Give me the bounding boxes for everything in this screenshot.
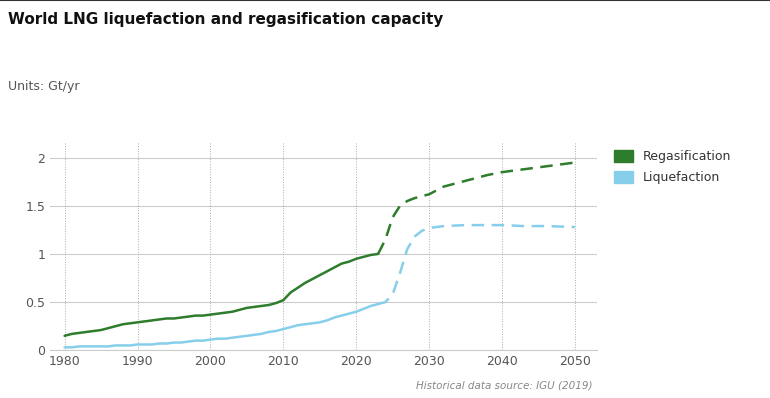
Text: Units: Gt/yr: Units: Gt/yr <box>8 80 79 93</box>
Text: World LNG liquefaction and regasification capacity: World LNG liquefaction and regasificatio… <box>8 12 443 27</box>
Text: Historical data source: IGU (2019): Historical data source: IGU (2019) <box>416 380 592 390</box>
Legend: Regasification, Liquefaction: Regasification, Liquefaction <box>614 150 731 184</box>
